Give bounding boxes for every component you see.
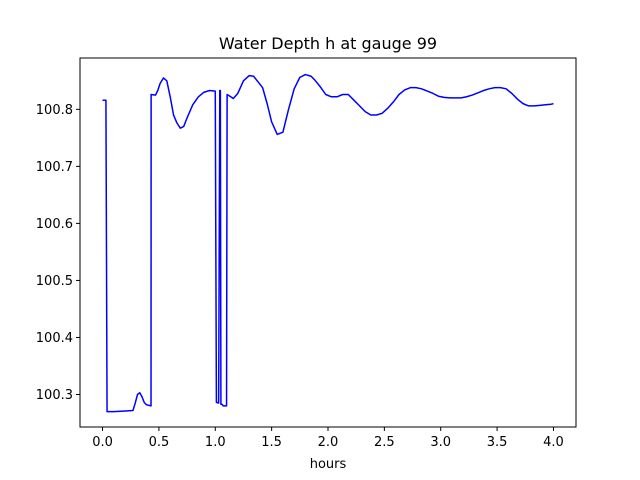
y-axis: 100.3 100.4 100.5 100.6 100.7 100.8 bbox=[36, 103, 80, 403]
y-tick-label: 100.6 bbox=[36, 217, 73, 232]
y-tick-label: 100.4 bbox=[36, 331, 73, 346]
x-tick-label: 1.0 bbox=[205, 435, 226, 450]
y-tick-label: 100.5 bbox=[36, 274, 73, 289]
y-tick-label: 100.8 bbox=[36, 103, 73, 118]
x-tick-label: 2.5 bbox=[374, 435, 395, 450]
plot-frame bbox=[79, 57, 577, 428]
x-tick-label: 4.0 bbox=[543, 435, 564, 450]
chart-title: Water Depth h at gauge 99 bbox=[219, 34, 437, 53]
x-axis: 0.0 0.5 1.0 1.5 2.0 2.5 3.0 3.5 4.0 bbox=[92, 427, 564, 450]
series-line bbox=[102, 73, 554, 413]
x-axis-label: hours bbox=[310, 457, 347, 472]
x-tick-label: 0.0 bbox=[92, 435, 113, 450]
x-tick-label: 1.5 bbox=[261, 435, 282, 450]
x-tick-label: 2.0 bbox=[318, 435, 339, 450]
y-tick-label: 100.7 bbox=[36, 160, 73, 175]
x-tick-label: 0.5 bbox=[149, 435, 170, 450]
x-tick-label: 3.5 bbox=[487, 435, 508, 450]
y-tick-label: 100.3 bbox=[36, 388, 73, 403]
x-tick-label: 3.0 bbox=[430, 435, 451, 450]
